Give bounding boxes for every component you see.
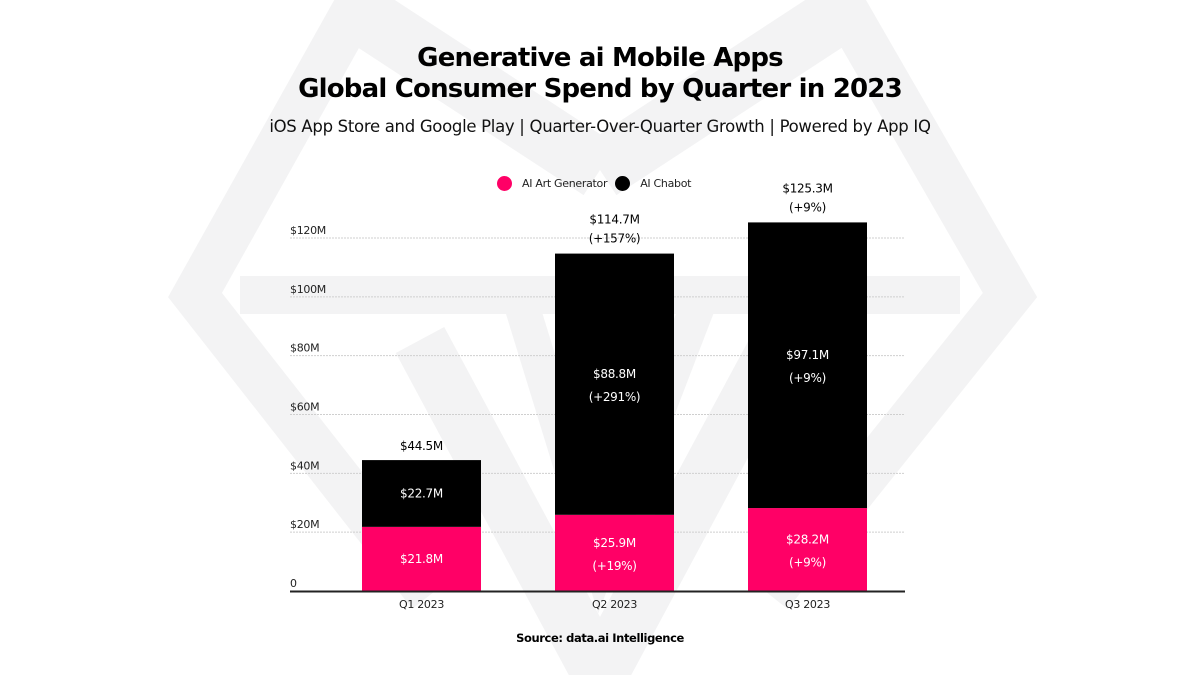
- x-tick-label: Q3 2023: [785, 598, 830, 611]
- total-value-label: $125.3M: [782, 181, 832, 195]
- circle-swatch-icon: [497, 176, 512, 191]
- y-tick-label: $20M: [290, 518, 319, 531]
- segment-value-label: $21.8M: [400, 552, 443, 566]
- legend-label: AI Art Generator: [522, 177, 608, 190]
- legend-label: AI Chabot: [640, 177, 692, 190]
- y-tick-label: $80M: [290, 342, 319, 355]
- x-tick-label: Q2 2023: [592, 598, 637, 611]
- bar-segment-art-generator: [362, 526, 481, 591]
- total-value-label: $114.7M: [589, 213, 639, 227]
- chart-title-line1: Generative ai Mobile Apps: [417, 43, 783, 73]
- segment-growth-label: (+9%): [789, 371, 826, 385]
- watermark-left-chevron: [168, 0, 448, 609]
- watermark-top-left-stroke: [323, 0, 617, 196]
- total-value-label: $44.5M: [400, 439, 443, 453]
- chart-subtitle: iOS App Store and Google Play | Quarter-…: [269, 117, 931, 136]
- legend: AI Art Generator AI Chabot: [497, 176, 699, 191]
- total-growth-label: (+157%): [589, 232, 641, 246]
- bar-segment-art-generator: [748, 508, 867, 591]
- y-tick-label: $40M: [290, 459, 319, 472]
- y-tick-label: $60M: [290, 401, 319, 414]
- watermark-inner-v: [395, 326, 805, 675]
- y-tick-label: $100M: [290, 283, 326, 296]
- segment-value-label: $25.9M: [593, 536, 636, 550]
- segment-value-label: $22.7M: [400, 486, 443, 500]
- segment-growth-label: (+9%): [789, 556, 826, 570]
- y-tick-label: 0: [290, 577, 297, 590]
- bar-segment-chatbot: [362, 460, 481, 527]
- bar-segment-art-generator: [555, 514, 674, 591]
- circle-swatch-icon: [615, 176, 631, 191]
- legend-item-chatbot[interactable]: AI Chabot: [615, 176, 691, 191]
- source-note: Source: data.ai Intelligence: [516, 631, 684, 645]
- chart-title-line2: Global Consumer Spend by Quarter in 2023: [298, 74, 903, 104]
- y-tick-label: $120M: [290, 224, 326, 237]
- segment-value-label: $88.8M: [593, 367, 636, 381]
- x-tick-label: Q1 2023: [399, 598, 444, 611]
- segment-value-label: $97.1M: [786, 348, 829, 362]
- legend-item-art-generator[interactable]: AI Art Generator: [497, 176, 607, 191]
- segment-growth-label: (+19%): [592, 559, 636, 573]
- watermark-top-right-stroke: [583, 0, 877, 196]
- bar-segment-chatbot: [748, 222, 867, 509]
- total-growth-label: (+9%): [789, 200, 826, 214]
- segment-growth-label: (+291%): [589, 390, 641, 404]
- segment-value-label: $28.2M: [786, 533, 829, 547]
- bar-segment-chatbot: [555, 253, 674, 515]
